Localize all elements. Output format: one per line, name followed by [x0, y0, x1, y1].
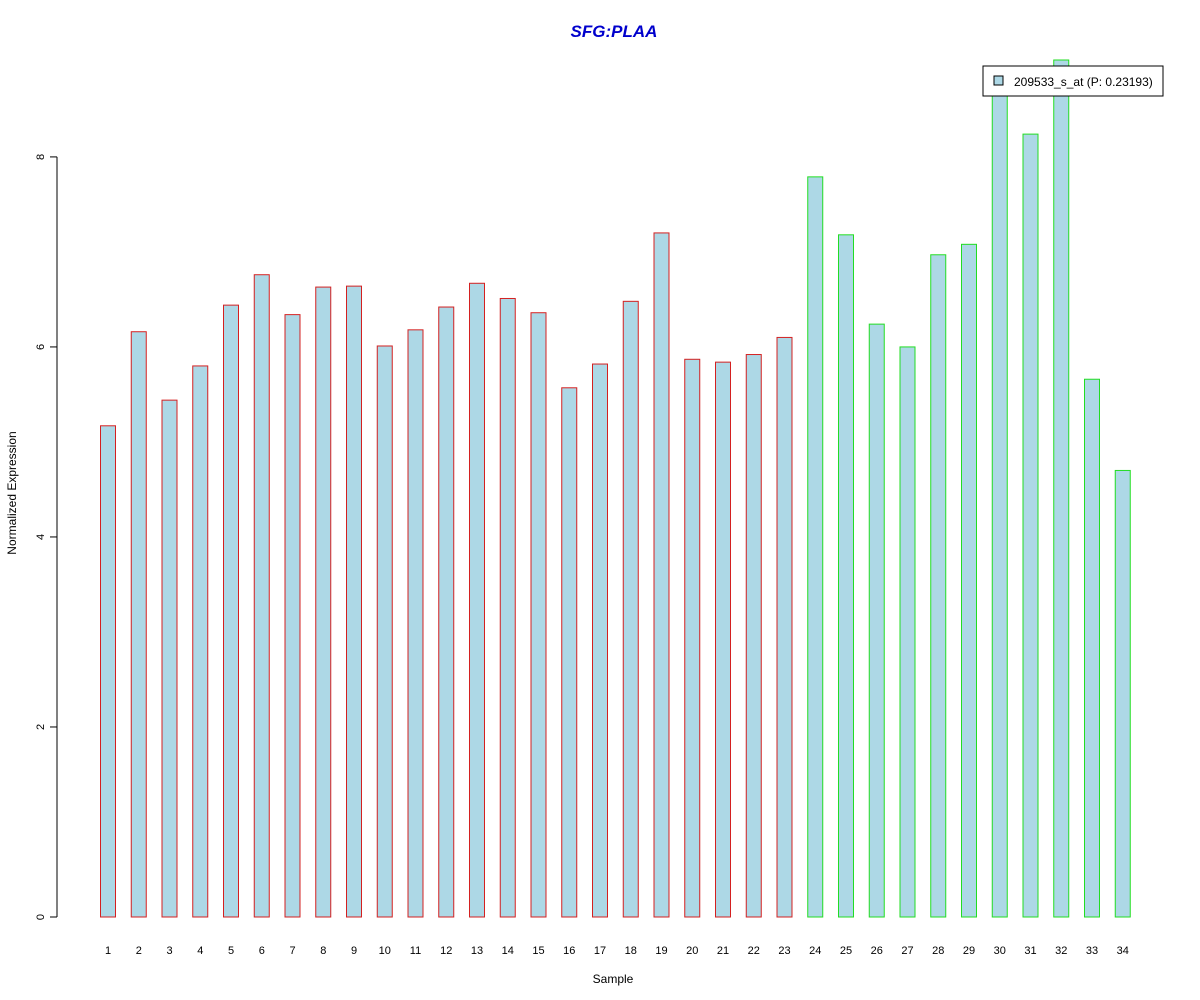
x-tick-label: 33: [1086, 945, 1098, 957]
x-tick-label: 3: [166, 945, 172, 957]
bar-sample-5: [223, 304, 239, 918]
x-tick-label: 13: [471, 945, 483, 957]
x-tick-label: 1: [105, 945, 111, 957]
y-axis-label: Normalized Expression: [5, 431, 19, 554]
y-axis: 0 2 4 6 8: [35, 154, 58, 920]
bar-sample-23: [776, 336, 793, 918]
x-tick-label: 27: [901, 945, 913, 957]
x-tick-label: 20: [686, 945, 698, 957]
bar-sample-8: [315, 286, 332, 918]
bar-sample-25: [838, 234, 854, 918]
x-tick-label: 28: [932, 945, 944, 957]
bar-sample-19: [653, 232, 670, 918]
legend-box: [982, 65, 1164, 97]
bar-sample-29: [961, 243, 977, 918]
x-tick-label: 9: [351, 945, 357, 957]
bar-sample-15: [530, 312, 547, 918]
bar-sample-20: [684, 358, 701, 918]
x-tick-label: 15: [532, 945, 544, 957]
x-tick-label: 21: [717, 945, 729, 957]
legend-label: 209533_s_at (P: 0.23193): [1014, 75, 1153, 89]
x-tick-label: 22: [748, 945, 760, 957]
x-tick-label: 26: [871, 945, 883, 957]
bar-sample-14: [499, 297, 516, 918]
bar-sample-4: [192, 365, 209, 918]
bar-sample-7: [284, 314, 301, 918]
bar-sample-32: [1053, 59, 1070, 918]
x-tick-label: 8: [320, 945, 326, 957]
x-tick-label: 6: [259, 945, 265, 957]
bar-sample-24: [807, 176, 824, 918]
bar-sample-27: [899, 346, 916, 918]
x-tick-label: 19: [655, 945, 667, 957]
x-tick-label: 32: [1055, 945, 1067, 957]
bar-sample-22: [745, 354, 762, 918]
x-tick-label: 10: [379, 945, 391, 957]
bar-sample-2: [130, 331, 147, 918]
bar-sample-3: [161, 399, 178, 918]
y-tick-label: 2: [35, 724, 47, 730]
x-tick-label: 31: [1024, 945, 1036, 957]
x-tick-label: 18: [625, 945, 637, 957]
x-tick-label: 34: [1117, 945, 1129, 957]
bar-sample-17: [592, 363, 608, 918]
y-tick-label: 4: [35, 534, 47, 540]
bar-sample-34: [1114, 469, 1131, 918]
legend: 209533_s_at (P: 0.23193): [982, 65, 1164, 97]
x-tick-label: 4: [197, 945, 203, 957]
bar-sample-28: [930, 254, 947, 918]
chart-title: SFG:PLAA: [571, 22, 658, 41]
y-tick-label: 0: [35, 914, 47, 920]
x-tick-label: 29: [963, 945, 975, 957]
x-tick-label: 5: [228, 945, 234, 957]
legend-swatch: [993, 75, 1004, 86]
x-tick-label: 16: [563, 945, 575, 957]
bar-sample-10: [376, 345, 393, 918]
x-tick-label: 24: [809, 945, 821, 957]
bar-sample-1: [100, 425, 116, 918]
bars: [100, 59, 1131, 918]
bar-sample-21: [715, 361, 731, 918]
x-tick-label: 11: [410, 945, 421, 957]
x-tick-label: 17: [594, 945, 606, 957]
x-tick-label: 30: [994, 945, 1006, 957]
x-tick-label: 12: [440, 945, 452, 957]
x-tick-label: 25: [840, 945, 852, 957]
bar-sample-13: [469, 282, 485, 918]
bar-sample-18: [622, 300, 639, 918]
x-axis-tick-labels: 1 2 3 4 5 6 7 8 9 10 11 12 13 14 15 16 17 18 19 20 21 22 23 24 2…: [105, 945, 1129, 957]
x-tick-label: 2: [136, 945, 142, 957]
x-axis-label: Sample: [593, 972, 634, 986]
x-tick-label: 14: [502, 945, 514, 957]
y-tick-label: 6: [35, 344, 47, 350]
bar-sample-31: [1022, 133, 1039, 918]
bar-sample-16: [561, 387, 578, 918]
bar-sample-26: [868, 323, 885, 918]
bar-sample-11: [407, 329, 424, 918]
bar-sample-9: [346, 285, 362, 918]
x-tick-label: 23: [778, 945, 790, 957]
bar-sample-12: [438, 306, 455, 918]
x-tick-label: 7: [289, 945, 295, 957]
bar-sample-30: [991, 88, 1008, 918]
y-tick-label: 8: [35, 154, 47, 160]
bar-sample-33: [1084, 378, 1100, 918]
bar-sample-6: [253, 274, 270, 918]
